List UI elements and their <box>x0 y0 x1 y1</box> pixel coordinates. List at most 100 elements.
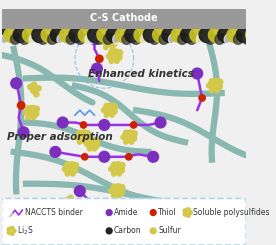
Circle shape <box>199 95 205 101</box>
Circle shape <box>104 110 110 116</box>
Ellipse shape <box>171 28 185 42</box>
Circle shape <box>104 103 109 108</box>
Circle shape <box>73 167 78 171</box>
Ellipse shape <box>47 34 58 44</box>
Circle shape <box>83 132 89 138</box>
Circle shape <box>131 135 137 141</box>
Circle shape <box>83 130 87 135</box>
Text: Carbon: Carbon <box>114 226 142 235</box>
Circle shape <box>77 130 82 135</box>
Circle shape <box>124 137 130 143</box>
Ellipse shape <box>218 28 232 42</box>
Ellipse shape <box>215 34 225 44</box>
Ellipse shape <box>143 28 157 42</box>
Circle shape <box>26 115 30 120</box>
Ellipse shape <box>13 28 27 42</box>
Ellipse shape <box>134 28 148 42</box>
Ellipse shape <box>208 28 222 42</box>
Circle shape <box>87 138 92 143</box>
Circle shape <box>34 92 39 97</box>
Circle shape <box>92 138 97 143</box>
Ellipse shape <box>60 28 73 42</box>
Ellipse shape <box>243 34 253 44</box>
Circle shape <box>71 172 75 176</box>
Circle shape <box>111 53 117 59</box>
Circle shape <box>115 162 121 168</box>
Ellipse shape <box>236 28 250 42</box>
Circle shape <box>113 188 120 194</box>
Circle shape <box>113 39 118 44</box>
Circle shape <box>68 162 74 168</box>
Circle shape <box>123 132 129 138</box>
FancyBboxPatch shape <box>2 198 246 245</box>
Ellipse shape <box>131 34 141 44</box>
Circle shape <box>192 68 203 79</box>
Circle shape <box>215 80 221 86</box>
Ellipse shape <box>187 34 197 44</box>
Text: Sulfur: Sulfur <box>158 226 181 235</box>
Circle shape <box>10 226 14 230</box>
Circle shape <box>72 167 78 173</box>
Ellipse shape <box>252 34 262 44</box>
Circle shape <box>112 191 118 196</box>
Circle shape <box>104 113 109 117</box>
Ellipse shape <box>85 34 95 44</box>
Circle shape <box>71 162 75 167</box>
Circle shape <box>90 138 96 144</box>
Circle shape <box>29 106 35 111</box>
Ellipse shape <box>41 28 55 42</box>
Ellipse shape <box>0 28 9 42</box>
Circle shape <box>106 39 112 45</box>
Ellipse shape <box>57 34 67 44</box>
Circle shape <box>26 106 30 110</box>
Circle shape <box>11 78 22 89</box>
Circle shape <box>31 106 36 110</box>
Circle shape <box>112 108 117 112</box>
Circle shape <box>209 85 216 91</box>
Ellipse shape <box>78 28 92 42</box>
Ellipse shape <box>199 28 213 42</box>
Circle shape <box>218 84 222 88</box>
Circle shape <box>131 131 137 136</box>
Text: C-S Cathode: C-S Cathode <box>90 13 158 23</box>
Text: Enhanced kinetics: Enhanced kinetics <box>88 69 194 78</box>
Circle shape <box>77 140 82 144</box>
Ellipse shape <box>233 34 244 44</box>
Text: Amide: Amide <box>114 208 139 217</box>
Text: NACCTS binder: NACCTS binder <box>25 208 83 217</box>
Text: Thiol: Thiol <box>158 208 177 217</box>
Circle shape <box>50 147 61 157</box>
Circle shape <box>102 108 106 112</box>
Circle shape <box>115 51 121 57</box>
Circle shape <box>112 104 118 110</box>
Ellipse shape <box>94 34 104 44</box>
Circle shape <box>65 172 70 176</box>
Circle shape <box>62 167 67 171</box>
Circle shape <box>124 130 128 135</box>
Circle shape <box>209 88 214 93</box>
Circle shape <box>78 137 83 143</box>
Circle shape <box>115 184 121 190</box>
Circle shape <box>80 122 87 128</box>
Ellipse shape <box>206 34 216 44</box>
Circle shape <box>208 81 214 87</box>
Circle shape <box>110 105 116 111</box>
Circle shape <box>94 138 100 144</box>
Circle shape <box>96 55 103 62</box>
Ellipse shape <box>246 28 259 42</box>
Circle shape <box>186 208 190 212</box>
Circle shape <box>28 110 34 116</box>
Circle shape <box>12 229 16 233</box>
Circle shape <box>95 142 99 147</box>
Circle shape <box>33 111 39 117</box>
Circle shape <box>103 106 109 111</box>
Circle shape <box>117 164 123 170</box>
Circle shape <box>207 84 211 88</box>
Circle shape <box>183 209 187 213</box>
Circle shape <box>117 54 122 59</box>
Circle shape <box>119 184 125 190</box>
Circle shape <box>112 172 116 176</box>
Circle shape <box>92 147 97 151</box>
Circle shape <box>132 135 136 139</box>
Circle shape <box>109 56 115 62</box>
